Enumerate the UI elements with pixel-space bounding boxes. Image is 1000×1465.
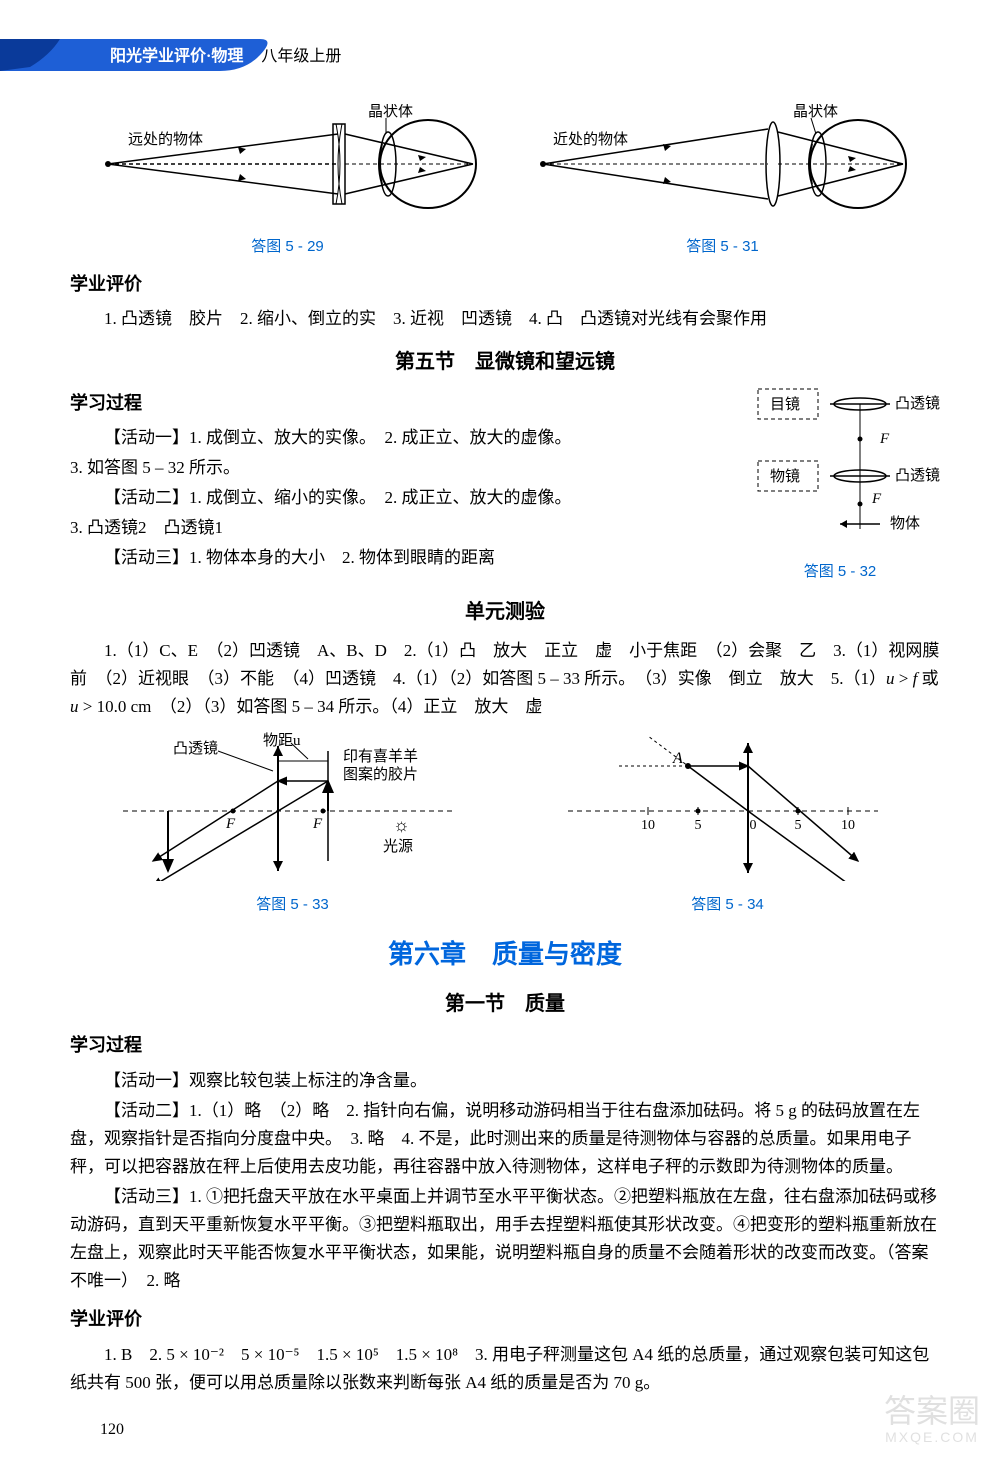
- svg-text:5: 5: [794, 818, 801, 833]
- page-header: 阳光学业评价·物理 八年级上册: [70, 40, 940, 74]
- svg-text:凸透镜1: 凸透镜1: [895, 466, 940, 484]
- heading-academic-eval-2: 学业评价: [70, 1305, 940, 1335]
- fig-row-533-534: 凸透镜 物距u 印有喜羊羊 图案的胶片 ☼ 光源 F F: [70, 731, 940, 917]
- caption-5-32: 答图 5 - 32: [740, 560, 940, 585]
- unit-test-text: 1.（1）C、E （2）凹透镜 A、B、D 2.（1）凸 放大 正立 虚 小于焦…: [70, 641, 939, 716]
- lens-ray-diagram-icon: 10 5 0 5 10 A: [558, 731, 898, 881]
- svg-text:F: F: [879, 431, 890, 447]
- fig-5-34: 10 5 0 5 10 A 答图 5 - 34: [558, 731, 898, 917]
- label-near-object: 近处的物体: [553, 131, 628, 148]
- eye-diagrams-row: 远处的物体 晶状体 答图 5 - 29: [70, 104, 940, 260]
- svg-text:光源: 光源: [383, 838, 413, 855]
- svg-text:A: A: [672, 750, 683, 767]
- svg-text:☼: ☼: [393, 815, 410, 835]
- caption-5-33: 答图 5 - 33: [113, 893, 473, 918]
- header-title-white: 阳光学业评价·物理: [110, 48, 243, 65]
- fig-5-33: 凸透镜 物距u 印有喜羊羊 图案的胶片 ☼ 光源 F F: [113, 731, 473, 917]
- label-crystalline-lens-l: 晶状体: [368, 104, 413, 120]
- svg-text:F: F: [225, 816, 236, 832]
- svg-text:凸透镜2: 凸透镜2: [895, 394, 940, 412]
- fig-5-32: 目镜 凸透镜2 F 物镜 凸透镜1 F 物体 答图 5 - 32: [740, 379, 940, 585]
- label-far-object: 远处的物体: [128, 131, 203, 148]
- section-6-1-title: 第一节 质量: [70, 988, 940, 1021]
- svg-text:5: 5: [694, 818, 701, 833]
- svg-text:10: 10: [641, 818, 655, 833]
- page-number: 120: [70, 1417, 940, 1443]
- fig-5-31: 近处的物体 晶状体 答图 5 - 31: [523, 104, 923, 260]
- header-title-black: 八年级上册: [261, 48, 341, 65]
- label-crystalline-lens-r: 晶状体: [793, 104, 838, 120]
- microscope-schematic-icon: 目镜 凸透镜2 F 物镜 凸透镜1 F 物体: [740, 379, 940, 549]
- chap6-act1: 【活动一】观察比较包装上标注的净含量。: [70, 1067, 940, 1095]
- heading-academic-eval-1: 学业评价: [70, 270, 940, 300]
- svg-text:物镜: 物镜: [770, 467, 800, 485]
- watermark-small: MXQE.COM: [884, 1430, 980, 1445]
- svg-text:F: F: [312, 816, 323, 832]
- chap6-eval: 1. B 2. 5 × 10⁻² 5 × 10⁻⁵ 1.5 × 10⁵ 1.5 …: [70, 1341, 940, 1397]
- watermark-big: 答案圈: [884, 1394, 980, 1429]
- header-title: 阳光学业评价·物理 八年级上册: [110, 44, 341, 70]
- svg-text:F: F: [871, 491, 882, 507]
- chap6-act3: 【活动三】1. ①把托盘天平放在水平桌面上并调节至水平平衡状态。②把塑料瓶放在左…: [70, 1183, 940, 1295]
- eval-line-1: 1. 凸透镜 胶片 2. 缩小、倒立的实 3. 近视 凹透镜 4. 凸 凸透镜对…: [70, 305, 940, 333]
- heading-learning-process-2: 学习过程: [70, 1031, 940, 1061]
- section-5-title: 第五节 显微镜和望远镜: [70, 346, 940, 379]
- caption-5-31: 答图 5 - 31: [523, 235, 923, 260]
- svg-text:凸透镜: 凸透镜: [173, 739, 218, 757]
- unit-test-title: 单元测验: [70, 596, 940, 629]
- fig-5-29: 远处的物体 晶状体 答图 5 - 29: [88, 104, 488, 260]
- eye-diagram-left-icon: 远处的物体 晶状体: [88, 104, 488, 224]
- svg-text:目镜: 目镜: [770, 395, 800, 413]
- unit-test-body: 1.（1）C、E （2）凹透镜 A、B、D 2.（1）凸 放大 正立 虚 小于焦…: [70, 637, 940, 721]
- svg-text:图案的胶片: 图案的胶片: [343, 765, 418, 783]
- chap6-act2: 【活动二】1.（1）略 （2）略 2. 指针向右偏，说明移动游码相当于往右盘添加…: [70, 1097, 940, 1181]
- svg-text:0: 0: [749, 818, 756, 833]
- svg-text:印有喜羊羊: 印有喜羊羊: [343, 748, 418, 765]
- lens-projector-icon: 凸透镜 物距u 印有喜羊羊 图案的胶片 ☼ 光源 F F: [113, 731, 473, 881]
- watermark: 答案圈 MXQE.COM: [884, 1394, 980, 1445]
- caption-5-34: 答图 5 - 34: [558, 893, 898, 918]
- svg-text:10: 10: [841, 818, 855, 833]
- eye-diagram-right-icon: 近处的物体 晶状体: [523, 104, 923, 224]
- chapter-6-title: 第六章 质量与密度: [70, 933, 940, 976]
- svg-text:物体: 物体: [890, 515, 920, 532]
- caption-5-29: 答图 5 - 29: [88, 235, 488, 260]
